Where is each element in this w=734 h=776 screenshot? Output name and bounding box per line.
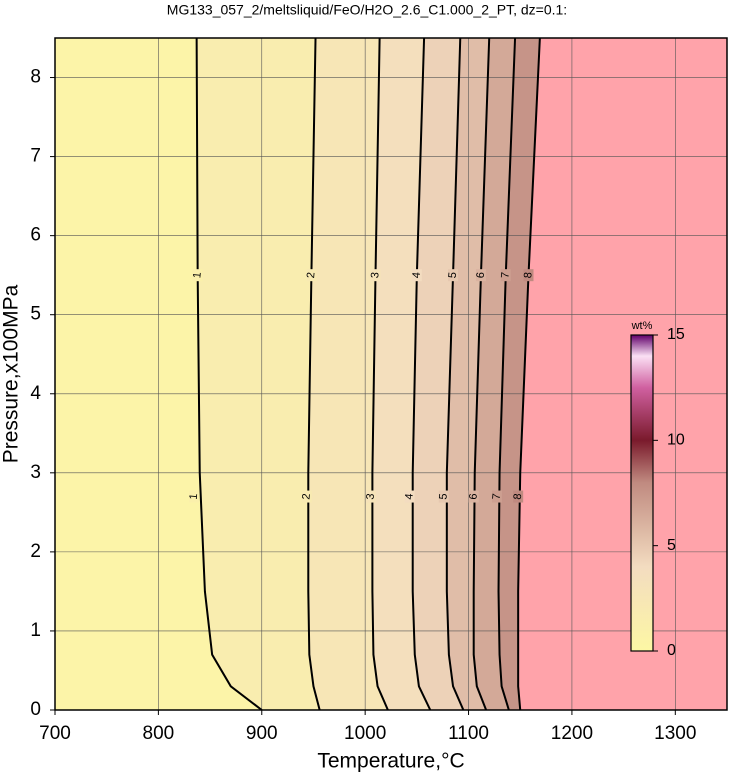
contour-label: 4 (411, 272, 423, 279)
y-tick-label: 7 (30, 146, 41, 167)
x-tick-label: 700 (39, 723, 71, 744)
contour-label: 5 (447, 272, 459, 279)
contour-label-bg (404, 490, 415, 503)
y-tick-label: 8 (30, 67, 41, 88)
contour-label: 6 (467, 493, 479, 500)
contour-label-bg (411, 269, 422, 282)
contour-label-bg (189, 490, 200, 503)
x-axis-label: Temperature,°C (317, 750, 464, 773)
plot-frame (54, 37, 728, 711)
x-tick-label: 1000 (344, 723, 386, 744)
contour-label-bg (306, 269, 317, 282)
contour-label-bg (438, 490, 449, 503)
contour-label: 8 (512, 493, 524, 500)
contour-label-bg (513, 490, 524, 503)
x-tick-label: 1100 (448, 723, 489, 744)
plot: 1 1 2 2 3 3 4 4 5 5 6 6 7 7 8 8 (55, 38, 727, 710)
contour-label: 7 (499, 272, 511, 279)
colorbar (630, 334, 654, 652)
contour-label-bg (491, 490, 502, 503)
y-tick-label: 2 (30, 541, 41, 562)
colorbar-tick-label: 0 (667, 642, 676, 659)
contour-label: 3 (365, 493, 377, 500)
contour-label-bg (475, 269, 486, 282)
contour-label: 1 (188, 493, 200, 500)
contour-label-bg (468, 490, 479, 503)
contour-label: 2 (305, 272, 317, 279)
contour-label: 2 (300, 493, 312, 500)
y-tick-label: 1 (30, 620, 41, 641)
contour-label-bg (301, 490, 312, 503)
x-tick-label: 1200 (551, 723, 593, 744)
no-data-region (518, 38, 727, 710)
colorbar-tick-label: 10 (667, 432, 685, 449)
x-tick-label: 1300 (654, 723, 696, 744)
contour-label-bg (192, 269, 203, 282)
contour-label: 5 (437, 493, 449, 500)
contour-label-bg (370, 269, 381, 282)
contour-label-bg (523, 269, 534, 282)
y-tick-label: 5 (30, 304, 41, 325)
colorbar-tick-label: 5 (667, 537, 676, 554)
colorbar-label: wt% (631, 320, 653, 332)
contour-label: 6 (475, 272, 487, 279)
colorbar-tick-label: 15 (667, 326, 685, 343)
y-tick-label: 4 (30, 383, 41, 404)
y-tick-label: 0 (30, 699, 41, 720)
contour-label: 7 (491, 493, 503, 500)
contour-label-bg (365, 490, 376, 503)
contour-label: 4 (403, 493, 415, 500)
contour-label-bg (500, 269, 511, 282)
x-tick-label: 800 (143, 723, 175, 744)
contour-label-bg (448, 269, 459, 282)
contour-label: 3 (369, 272, 381, 279)
band (196, 38, 320, 710)
y-tick-label: 6 (30, 225, 41, 246)
y-axis-label: Pressure,x100MPa (0, 284, 23, 463)
contour-label: 1 (191, 272, 203, 279)
contour-label: 8 (522, 272, 534, 279)
chart-title: MG133_057_2/meltsliquid/FeO/H2O_2.6_C1.0… (167, 2, 567, 18)
y-tick-label: 3 (30, 462, 41, 483)
x-tick-label: 900 (246, 723, 278, 744)
